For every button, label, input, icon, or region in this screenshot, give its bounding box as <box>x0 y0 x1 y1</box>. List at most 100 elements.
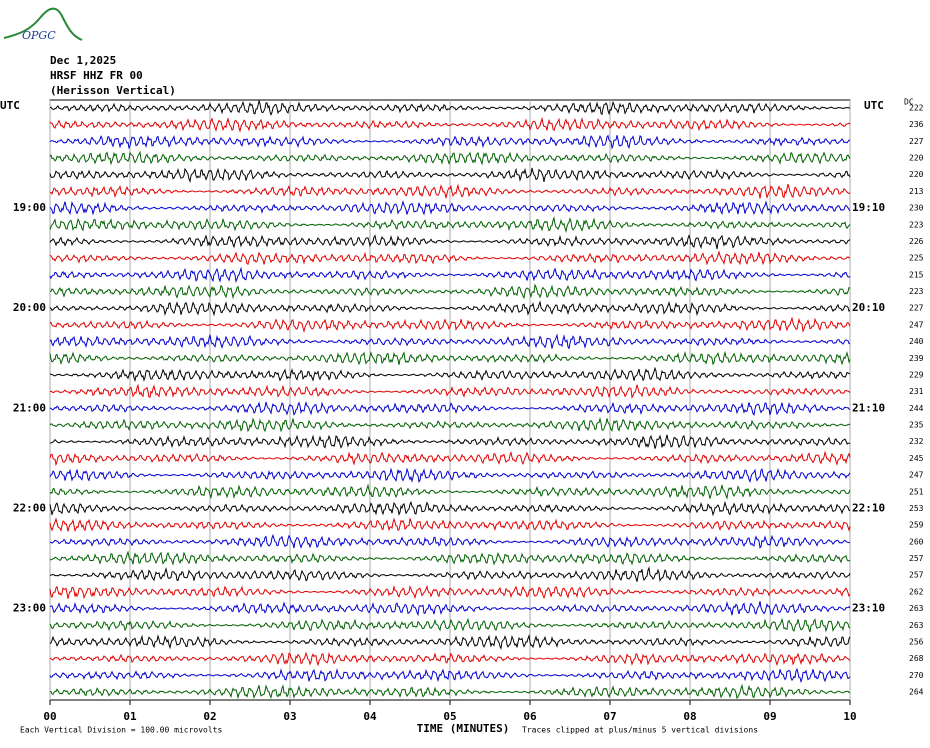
dc-value: 268 <box>909 654 924 663</box>
dc-value: 257 <box>909 554 924 563</box>
dc-value: 227 <box>909 137 924 146</box>
trace <box>49 116 851 133</box>
dc-value: 229 <box>909 370 924 379</box>
station: HRSF HHZ FR 00 <box>50 69 143 82</box>
trace <box>49 99 851 116</box>
dc-value: 227 <box>909 304 924 313</box>
dc-value: 251 <box>909 487 924 496</box>
trace <box>49 316 851 334</box>
trace <box>49 250 851 266</box>
x-tick-label: 06 <box>523 710 537 723</box>
x-tick-label: 05 <box>443 710 456 723</box>
right-time-label: 19:10 <box>852 201 885 214</box>
trace <box>49 517 851 533</box>
dc-value: 263 <box>909 604 924 613</box>
footer-right: Traces clipped at plus/minus 5 vertical … <box>522 726 758 735</box>
trace <box>49 216 851 234</box>
trace <box>49 617 851 633</box>
dc-value: 222 <box>909 104 924 113</box>
x-tick-label: 00 <box>43 710 56 723</box>
logo-curve <box>3 7 83 41</box>
dc-value: 223 <box>909 287 924 296</box>
dc-value: 231 <box>909 387 924 396</box>
trace <box>49 300 851 317</box>
dc-value: 215 <box>909 270 924 279</box>
right-time-label: 20:10 <box>852 301 885 314</box>
right-time-label: 22:10 <box>852 501 885 514</box>
dc-value: 244 <box>909 404 924 413</box>
trace <box>49 651 851 667</box>
trace <box>49 450 851 467</box>
trace <box>49 683 851 700</box>
trace <box>49 266 851 284</box>
x-tick-label: 08 <box>683 710 696 723</box>
dc-value: 253 <box>909 504 924 513</box>
dc-value: 264 <box>909 688 924 697</box>
trace <box>49 467 851 484</box>
dc-value: 223 <box>909 220 924 229</box>
trace <box>49 183 851 199</box>
left-axis-label: UTC <box>0 99 20 112</box>
dc-value: 230 <box>909 204 924 213</box>
left-time-label: 22:00 <box>13 501 46 514</box>
dc-value: 247 <box>909 320 924 329</box>
dc-value: 236 <box>909 120 924 129</box>
x-tick-label: 02 <box>203 710 216 723</box>
dc-value: 213 <box>909 187 924 196</box>
trace <box>49 383 851 399</box>
x-tick-label: 07 <box>603 710 616 723</box>
dc-value: 245 <box>909 454 924 463</box>
dc-value: 260 <box>909 537 924 546</box>
dc-value: 240 <box>909 337 924 346</box>
left-time-label: 20:00 <box>13 301 46 314</box>
trace <box>49 633 851 650</box>
x-tick-label: 10 <box>843 710 856 723</box>
dc-value: 247 <box>909 471 924 480</box>
trace <box>49 500 851 517</box>
dc-value: 262 <box>909 587 924 596</box>
dc-value: 259 <box>909 521 924 530</box>
trace <box>50 550 851 566</box>
dc-label: DC <box>904 98 914 107</box>
trace <box>50 401 851 416</box>
trace <box>49 601 851 617</box>
trace <box>49 200 851 216</box>
dc-value: 263 <box>909 621 924 630</box>
left-time-label: 21:00 <box>13 401 46 414</box>
trace <box>49 350 851 366</box>
x-tick-label: 04 <box>363 710 377 723</box>
dc-value: 257 <box>909 571 924 580</box>
trace <box>49 366 851 383</box>
dc-value: 220 <box>909 170 924 179</box>
dc-value: 239 <box>909 354 924 363</box>
footer-left: Each Vertical Division = 100.00 microvol… <box>20 726 222 735</box>
right-time-label: 21:10 <box>852 401 885 414</box>
x-axis-label: TIME (MINUTES) <box>417 722 510 735</box>
trace <box>49 667 851 684</box>
right-axis-label: UTC <box>864 99 884 112</box>
trace <box>49 584 851 600</box>
dc-value: 220 <box>909 154 924 163</box>
trace <box>49 434 851 449</box>
trace <box>49 566 851 582</box>
dc-value: 235 <box>909 421 924 430</box>
dc-value: 225 <box>909 254 924 263</box>
trace <box>49 283 851 300</box>
dc-value: 226 <box>909 237 924 246</box>
trace <box>50 533 851 549</box>
logo-text: OPGC <box>22 29 56 42</box>
trace <box>49 483 851 500</box>
trace <box>49 134 850 150</box>
left-time-label: 19:00 <box>13 201 46 214</box>
right-time-label: 23:10 <box>852 602 885 615</box>
dc-value: 256 <box>909 637 924 646</box>
trace <box>49 333 851 350</box>
date: Dec 1,2025 <box>50 54 116 67</box>
location: (Herisson Vertical) <box>50 84 176 97</box>
x-tick-label: 01 <box>123 710 137 723</box>
dc-value: 270 <box>909 671 924 680</box>
trace <box>49 234 851 250</box>
trace <box>49 167 851 184</box>
left-time-label: 23:00 <box>13 602 46 615</box>
